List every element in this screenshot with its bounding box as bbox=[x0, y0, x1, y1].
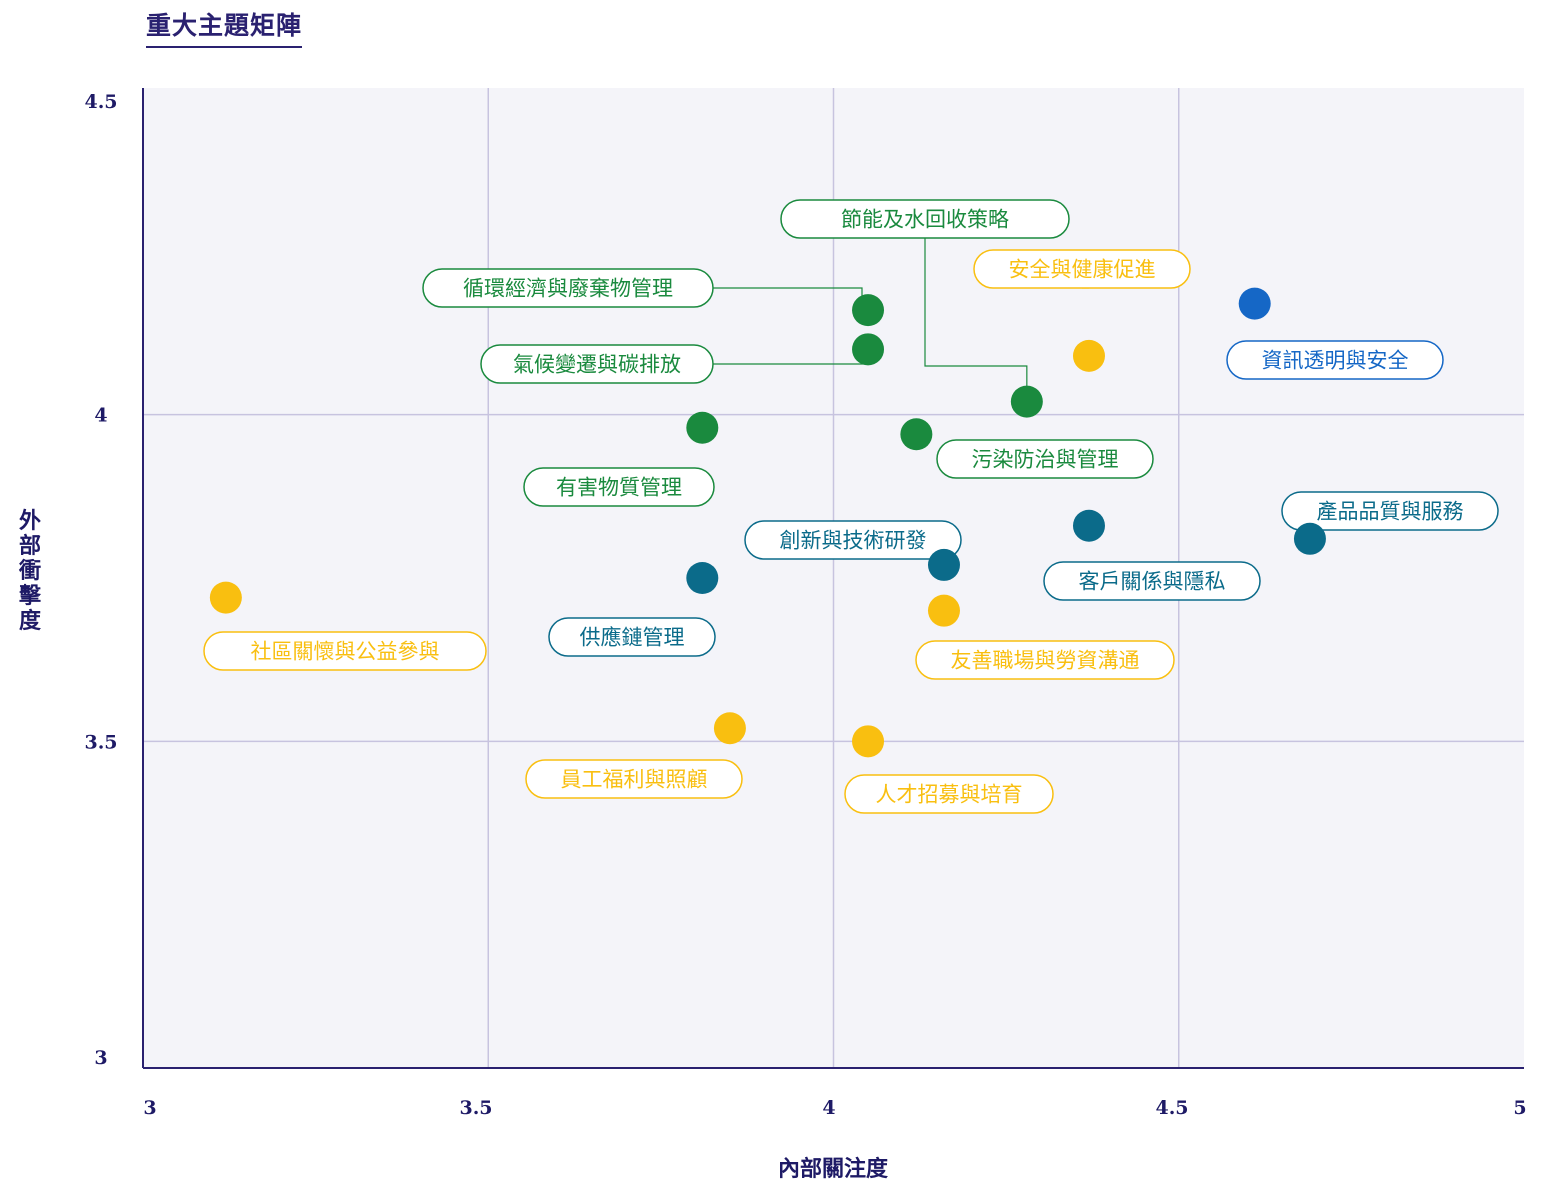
y-axis-title-char: 外 bbox=[19, 508, 41, 534]
data-point bbox=[1072, 339, 1105, 372]
leader-line bbox=[924, 238, 1028, 402]
point-label: 供應鏈管理 bbox=[580, 626, 685, 650]
y-tick-label: 3.5 bbox=[84, 731, 117, 753]
label-box bbox=[203, 631, 487, 671]
data-point bbox=[927, 594, 960, 627]
x-tick-label: 4.5 bbox=[1155, 1097, 1188, 1119]
y-tick-label: 3 bbox=[94, 1047, 107, 1069]
data-point bbox=[1238, 287, 1271, 320]
label-box bbox=[780, 199, 1070, 239]
x-axis-title: 內部關注度 bbox=[778, 1156, 889, 1182]
label-box bbox=[1281, 491, 1499, 531]
point-label: 循環經濟與廢棄物管理 bbox=[463, 277, 673, 301]
point-label: 友善職場與勞資溝通 bbox=[951, 649, 1140, 673]
point-label: 氣候變遷與碳排放 bbox=[513, 353, 681, 377]
point-label: 社區關懷與公益參與 bbox=[251, 640, 440, 664]
point-label: 污染防治與管理 bbox=[972, 448, 1119, 472]
data-point bbox=[852, 294, 885, 327]
x-tick-label: 5 bbox=[1513, 1097, 1526, 1119]
data-point bbox=[1072, 509, 1105, 542]
data-point bbox=[209, 581, 242, 614]
x-tick-label: 4 bbox=[822, 1097, 835, 1119]
y-axis-title: 外部衝擊度 bbox=[18, 508, 42, 634]
data-point bbox=[686, 562, 719, 594]
label-box bbox=[973, 249, 1191, 289]
point-label: 員工福利與照顧 bbox=[561, 768, 708, 792]
label-box bbox=[523, 467, 715, 507]
axes: 3 3.5 4 4.5 5 3 3.5 4 4.5 bbox=[84, 88, 1527, 1119]
y-axis-title-char: 擊 bbox=[19, 583, 42, 609]
data-point bbox=[852, 333, 885, 366]
data-point bbox=[900, 418, 933, 451]
y-tick-label: 4 bbox=[94, 405, 107, 427]
label-box bbox=[525, 759, 743, 799]
point-label: 安全與健康促進 bbox=[1009, 258, 1156, 282]
x-tick-label: 3.5 bbox=[459, 1097, 492, 1119]
y-tick-label: 4.5 bbox=[84, 91, 117, 113]
label-box bbox=[1043, 561, 1261, 601]
label-box bbox=[744, 520, 962, 560]
data-point bbox=[713, 712, 746, 745]
point-label: 客戶關係與隱私 bbox=[1079, 570, 1226, 594]
x-tick-label: 3 bbox=[143, 1097, 156, 1119]
label-box bbox=[422, 268, 714, 308]
label-box bbox=[936, 439, 1154, 479]
point-label: 人才招募與培育 bbox=[876, 783, 1023, 807]
point-label: 產品品質與服務 bbox=[1317, 500, 1464, 524]
label-box bbox=[844, 774, 1054, 814]
data-point bbox=[1293, 522, 1326, 555]
data-point bbox=[686, 411, 719, 444]
y-axis-title-char: 衝 bbox=[18, 559, 41, 584]
point-label: 創新與技術研發 bbox=[780, 529, 927, 553]
point-label: 資訊透明與安全 bbox=[1262, 349, 1409, 373]
y-axis-title-char: 部 bbox=[19, 533, 41, 559]
y-axis-title-char: 度 bbox=[19, 608, 42, 634]
label-box bbox=[548, 617, 716, 657]
label-box bbox=[480, 344, 714, 384]
data-points bbox=[209, 287, 1326, 758]
label-box bbox=[915, 640, 1175, 680]
chart-title: 重大主題矩陣 bbox=[146, 6, 303, 48]
point-label: 節能及水回收策略 bbox=[841, 208, 1009, 232]
label-box bbox=[1226, 340, 1444, 380]
data-point bbox=[1010, 385, 1043, 418]
point-label: 有害物質管理 bbox=[556, 476, 682, 500]
data-point bbox=[852, 725, 885, 758]
data-point bbox=[927, 548, 960, 581]
